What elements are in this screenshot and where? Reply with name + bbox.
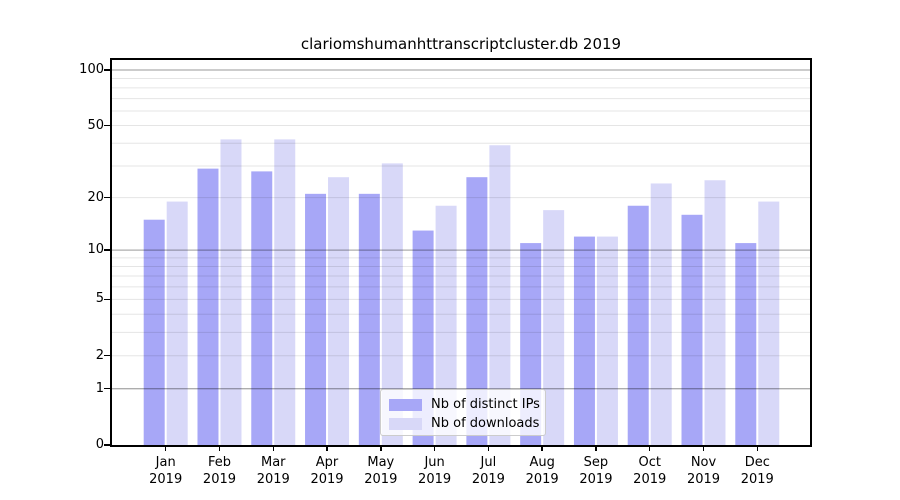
- legend-label-distinct-ips: Nb of distinct IPs: [431, 397, 540, 412]
- y-tick-mark: [104, 298, 110, 301]
- y-tick-label: 5: [95, 291, 104, 307]
- bar-downloads-oct: [650, 183, 672, 445]
- x-tick-label: Aug 2019: [525, 455, 559, 487]
- y-tick-mark: [104, 249, 110, 251]
- x-tick-mark: [756, 445, 759, 451]
- chart-title: clariomshumanhttranscriptcluster.db 2019: [300, 35, 622, 53]
- plot-area: [110, 58, 812, 447]
- x-tick-label: May 2019: [364, 455, 398, 487]
- x-tick-mark: [433, 445, 436, 451]
- y-tick-label: 10: [87, 242, 104, 258]
- x-tick-label: Apr 2019: [310, 455, 344, 487]
- x-tick-label: Oct 2019: [633, 455, 667, 487]
- bar-downloads-dec: [758, 201, 780, 445]
- y-tick-label: 100: [79, 61, 104, 77]
- bar-downloads-aug: [543, 210, 565, 445]
- legend-item-downloads: Nb of downloads: [389, 414, 540, 433]
- y-tick-mark: [104, 387, 110, 390]
- bar-ips-jan: [143, 219, 165, 445]
- y-tick-label: 20: [87, 189, 104, 205]
- bar-ips-dec: [735, 243, 757, 445]
- legend-swatch-distinct-ips-icon: [389, 398, 422, 411]
- x-tick-mark: [164, 445, 167, 451]
- bar-downloads-jul: [489, 145, 511, 445]
- bar-ips-oct: [627, 205, 649, 445]
- x-tick-label: Jun 2019: [418, 455, 452, 487]
- bar-downloads-sep: [596, 236, 618, 445]
- bar-ips-apr: [305, 193, 327, 445]
- bar-downloads-apr: [328, 177, 350, 445]
- x-tick-label: Jul 2019: [471, 455, 505, 487]
- legend-item-distinct-ips: Nb of distinct IPs: [389, 395, 540, 414]
- x-tick-label: Mar 2019: [256, 455, 290, 487]
- legend: Nb of distinct IPs Nb of downloads: [380, 389, 546, 436]
- bar-downloads-nov: [704, 180, 726, 445]
- x-tick-label: Dec 2019: [740, 455, 774, 487]
- bar-ips-sep: [573, 236, 595, 445]
- y-tick-mark: [104, 444, 110, 446]
- x-tick-mark: [595, 445, 597, 451]
- y-tick-mark: [104, 354, 110, 357]
- y-tick-label: 0: [95, 437, 104, 452]
- y-tick-label: 2: [95, 347, 104, 363]
- x-tick-mark: [648, 445, 651, 451]
- x-tick-mark: [218, 445, 221, 451]
- bar-downloads-feb: [220, 139, 242, 445]
- bar-ips-mar: [251, 171, 273, 445]
- x-tick-mark: [272, 445, 274, 451]
- bar-downloads-mar: [274, 139, 296, 445]
- bars-canvas: [112, 69, 810, 445]
- x-tick-label: Jan 2019: [149, 455, 183, 487]
- bar-downloads-jun: [435, 205, 457, 445]
- x-tick-mark: [326, 445, 328, 451]
- y-tick-mark: [104, 124, 110, 127]
- y-tick-label: 1: [95, 380, 104, 396]
- bar-downloads-jan: [166, 201, 188, 445]
- bar-ips-jul: [466, 177, 488, 445]
- bar-ips-nov: [681, 214, 703, 445]
- legend-label-downloads: Nb of downloads: [431, 416, 540, 431]
- y-tick-label: 50: [87, 117, 104, 133]
- x-tick-label: Sep 2019: [579, 455, 613, 487]
- x-tick-label: Feb 2019: [202, 455, 237, 487]
- x-tick-mark: [541, 445, 543, 451]
- bar-ips-feb: [197, 168, 219, 445]
- x-tick-mark: [702, 445, 705, 451]
- bar-ips-may: [358, 193, 380, 445]
- x-tick-mark: [487, 445, 490, 451]
- y-tick-mark: [104, 69, 110, 71]
- y-tick-mark: [104, 196, 110, 199]
- x-tick-label: Nov 2019: [686, 455, 721, 487]
- legend-swatch-downloads-icon: [389, 417, 422, 430]
- x-tick-mark: [380, 445, 382, 451]
- bar-downloads-may: [381, 163, 403, 445]
